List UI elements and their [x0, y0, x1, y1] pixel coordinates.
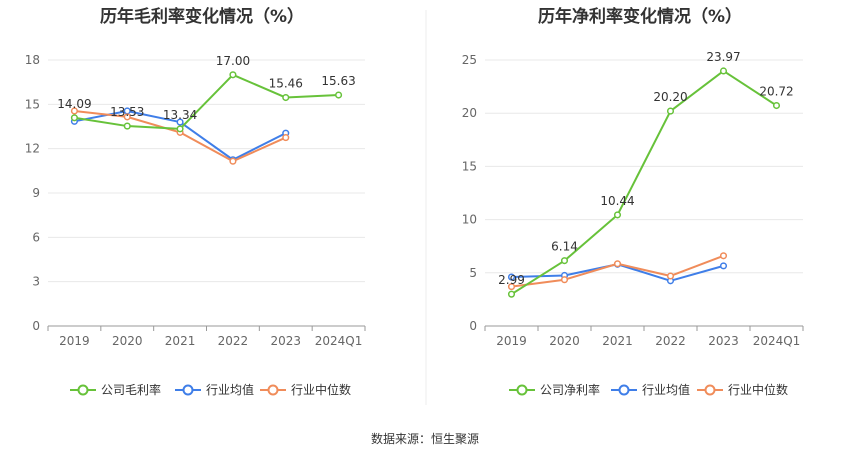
net-data-label: 10.44 — [600, 194, 634, 208]
data-source-label: 数据来源：恒生聚源 — [371, 431, 479, 446]
gross-y-tick-label: 18 — [25, 53, 40, 67]
gross-y-tick-label: 9 — [32, 186, 40, 200]
gross-x-tick-label: 2023 — [270, 334, 301, 348]
gross-point-industry_avg — [176, 118, 184, 126]
gross-point-company — [70, 114, 78, 122]
gross-x-tick-label: 2020 — [112, 334, 143, 348]
net-point-industry_median — [719, 252, 728, 260]
net-legend-item-industry_avg[interactable]: 行业均值 — [611, 382, 690, 397]
net-y-tick-label: 0 — [469, 319, 477, 333]
gross-margin-chart: 历年毛利率变化情况（%） 0 3 6 9 12 15 18 2019 2020 2021 2022 20… — [25, 6, 366, 397]
net-point-industry_avg — [507, 273, 516, 281]
net-legend-label: 行业中位数 — [728, 382, 788, 397]
gross-data-label: 13.53 — [110, 105, 144, 119]
net-x-tick-label: 2022 — [655, 334, 686, 348]
gross-y-tick-label: 0 — [32, 319, 40, 333]
net-point-industry_avg — [719, 262, 728, 270]
net-data-label: 23.97 — [706, 50, 740, 64]
net-margin-chart: 历年净利率变化情况（%） 0 5 10 15 20 25 2019 2020 2021 2022 20… — [462, 6, 804, 397]
gross-data-label: 13.34 — [163, 108, 197, 122]
gross-point-industry_median — [229, 157, 237, 165]
net-legend-marker — [704, 384, 716, 396]
gross-series-line-company — [74, 73, 339, 130]
net-point-company — [507, 290, 516, 298]
net-point-industry_median — [507, 283, 516, 291]
gross-data-label: 14.09 — [57, 97, 91, 111]
net-data-label: 2.99 — [498, 273, 525, 287]
gross-x-tick-label: 2021 — [165, 334, 196, 348]
gross-point-company — [335, 91, 343, 99]
gross-legend-label: 公司毛利率 — [101, 382, 161, 397]
net-y-tick-label: 25 — [462, 53, 477, 67]
net-x-tick-label: 2021 — [602, 334, 633, 348]
net-point-company — [613, 211, 622, 219]
net-legend-item-industry_median[interactable]: 行业中位数 — [697, 382, 788, 397]
gross-legend-marker — [77, 384, 89, 396]
gross-point-company — [123, 122, 131, 130]
net-x-tick-label: 2020 — [549, 334, 580, 348]
net-legend-label: 公司净利率 — [540, 382, 600, 397]
net-data-label: 6.14 — [551, 240, 578, 254]
net-point-industry_median — [666, 272, 675, 280]
gross-y-tick-label: 15 — [25, 97, 40, 111]
net-x-tick-label: 2024Q1 — [753, 334, 801, 348]
gross-x-tick-label: 2024Q1 — [315, 334, 363, 348]
net-chart-title: 历年净利率变化情况（%） — [538, 6, 742, 27]
gross-legend-label: 行业均值 — [206, 382, 254, 397]
net-y-tick-label: 5 — [469, 266, 477, 280]
gross-chart-title: 历年毛利率变化情况（%） — [100, 6, 304, 27]
gross-legend-item-company[interactable]: 公司毛利率 — [70, 382, 161, 397]
net-y-tick-label: 10 — [462, 213, 477, 227]
net-point-company — [560, 257, 569, 265]
net-point-company — [666, 107, 675, 115]
net-y-tick-label: 20 — [462, 106, 477, 120]
net-point-industry_median — [613, 260, 622, 268]
gross-point-industry_median — [123, 113, 131, 121]
gross-legend-label: 行业中位数 — [291, 382, 351, 397]
gross-legend-item-industry_avg[interactable]: 行业均值 — [175, 382, 254, 397]
net-point-industry_median — [560, 276, 569, 284]
gross-legend-item-industry_median[interactable]: 行业中位数 — [260, 382, 351, 397]
gross-data-label: 15.63 — [321, 74, 355, 88]
net-x-tick-label: 2023 — [708, 334, 739, 348]
net-legend-marker — [618, 384, 630, 396]
net-point-company — [772, 101, 781, 110]
net-data-label: 20.72 — [759, 85, 793, 99]
gross-data-label: 17.00 — [216, 54, 250, 68]
gross-data-label: 15.46 — [269, 77, 303, 91]
gross-y-tick-label: 3 — [32, 275, 40, 289]
gross-point-industry_median — [70, 107, 78, 115]
net-y-tick-label: 15 — [462, 159, 477, 173]
gross-point-company — [229, 71, 237, 79]
gross-point-industry_median — [282, 134, 290, 142]
net-point-company — [719, 67, 728, 75]
gross-y-tick-label: 6 — [32, 230, 40, 244]
net-x-tick-label: 2019 — [496, 334, 527, 348]
gross-x-tick-label: 2019 — [59, 334, 90, 348]
gross-point-company — [176, 125, 184, 133]
gross-point-company — [282, 93, 290, 102]
gross-legend-marker — [182, 384, 194, 396]
net-legend-label: 行业均值 — [642, 382, 690, 397]
gross-y-tick-label: 12 — [25, 142, 40, 156]
gross-legend-marker — [267, 384, 279, 396]
net-legend-item-company[interactable]: 公司净利率 — [509, 382, 600, 397]
net-series-line-company — [510, 69, 778, 296]
net-data-label: 20.20 — [653, 90, 687, 104]
gross-x-tick-label: 2022 — [218, 334, 249, 348]
net-legend-marker — [516, 384, 528, 396]
